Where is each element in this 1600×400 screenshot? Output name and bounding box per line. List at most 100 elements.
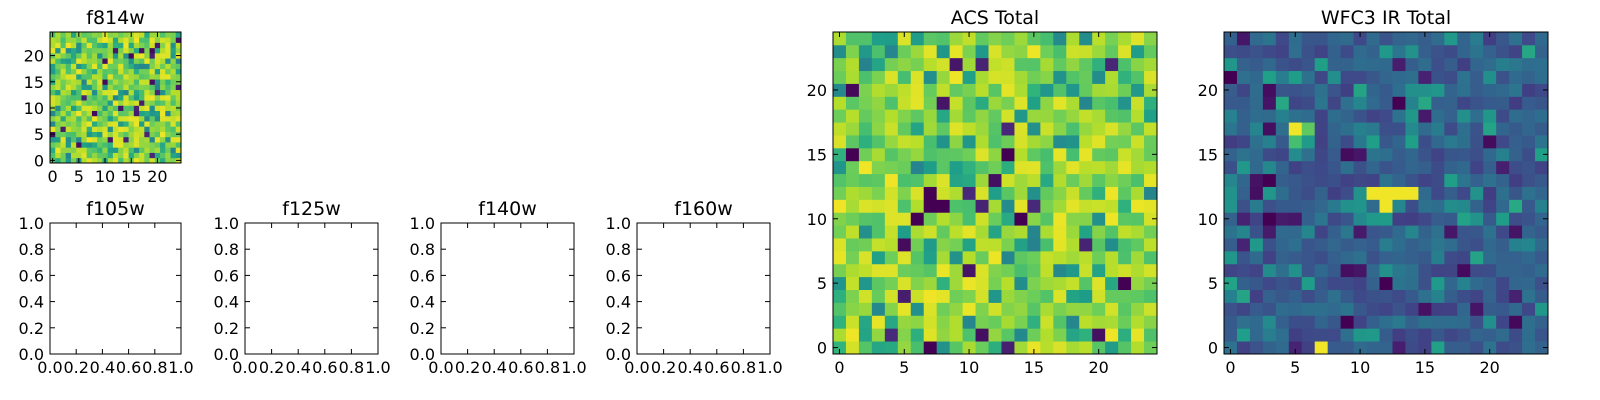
heatmap-cell (936, 199, 951, 213)
heatmap-cell (112, 110, 119, 117)
heatmap-cell (139, 42, 145, 49)
heatmap-cell (1014, 44, 1028, 59)
heatmap-cell (65, 142, 72, 148)
heatmap-cell (1066, 238, 1080, 252)
heatmap-cell (154, 136, 161, 143)
heatmap-cell (1001, 250, 1015, 265)
heatmap-cell (91, 58, 98, 64)
heatmap-cell (936, 96, 951, 110)
heatmap-cell (1105, 212, 1119, 226)
heatmap-cell (170, 157, 177, 164)
heatmap-cell (1470, 263, 1484, 278)
heatmap-cell (1105, 32, 1119, 46)
heatmap-cell (975, 328, 989, 342)
heatmap-cell (1040, 135, 1054, 149)
heatmap-cell (55, 115, 61, 122)
heatmap-cell (175, 126, 182, 132)
heatmap-cell (845, 83, 860, 97)
heatmap-cell (1053, 341, 1067, 355)
heatmap-cell (149, 136, 156, 143)
heatmap-cell (118, 136, 124, 143)
heatmap-cell (1327, 83, 1342, 97)
y-tick-label: 20 (24, 47, 44, 66)
heatmap-cell (1535, 109, 1549, 123)
heatmap-cell (962, 276, 976, 290)
heatmap-cell (1301, 160, 1316, 175)
heatmap-cell (1496, 186, 1510, 200)
heatmap-cell (112, 79, 119, 85)
heatmap-cell (1131, 70, 1145, 84)
heatmap-cell (1262, 44, 1277, 59)
heatmap-cell (1105, 225, 1119, 239)
heatmap-cell (1444, 83, 1458, 97)
heatmap-cell (1001, 109, 1015, 123)
heatmap-cell (1001, 328, 1015, 342)
heatmap-cell (897, 83, 912, 97)
heatmap-cell (97, 63, 103, 70)
heatmap-cell (60, 58, 67, 64)
heatmap-cell (988, 70, 1002, 84)
heatmap-cell (160, 89, 166, 96)
heatmap-cell (60, 63, 67, 70)
heatmap-cell (962, 109, 976, 123)
heatmap-cell (170, 73, 177, 80)
heatmap-cell (1027, 289, 1041, 303)
heatmap-cell (1040, 238, 1054, 252)
heatmap-cell (1066, 32, 1080, 46)
heatmap-cell (1131, 160, 1145, 175)
heatmap-cell (1144, 328, 1158, 342)
heatmap-cell (884, 302, 899, 316)
heatmap-cell (1431, 160, 1445, 175)
heatmap-cell (988, 96, 1002, 110)
heatmap-cell (81, 121, 88, 127)
heatmap-cell (1431, 250, 1445, 265)
heatmap-cell (1236, 57, 1251, 72)
heatmap-cell (1236, 302, 1251, 316)
heatmap-cell (149, 94, 156, 101)
heatmap-cell (884, 96, 899, 110)
heatmap-cell (949, 57, 963, 72)
heatmap-cell (91, 110, 98, 117)
heatmap-cell (1249, 147, 1264, 162)
heatmap-cell (962, 328, 976, 342)
heatmap-cell (76, 131, 82, 138)
heatmap-cell (1224, 238, 1238, 252)
heatmap-cell (1131, 135, 1145, 149)
heatmap-cell (1014, 70, 1028, 84)
heatmap-cell (897, 315, 912, 329)
heatmap-cell (936, 83, 951, 97)
heatmap-cell (910, 276, 925, 290)
heatmap-cell (60, 52, 67, 59)
heatmap-cell (1027, 238, 1041, 252)
heatmap-cell (1483, 160, 1497, 175)
heatmap-cell (1522, 238, 1536, 252)
heatmap-cell (1431, 44, 1445, 59)
heatmap-cell (871, 147, 886, 162)
heatmap-cell (1535, 186, 1549, 200)
heatmap-cell (988, 315, 1002, 329)
heatmap-cell (1483, 32, 1497, 46)
heatmap-cell (975, 250, 989, 265)
heatmap-cell (858, 57, 873, 72)
heatmap-cell (1509, 135, 1523, 149)
heatmap-cell (858, 135, 873, 149)
heatmap-cell (949, 302, 963, 316)
heatmap-cell (1224, 199, 1238, 213)
heatmap-cell (1131, 186, 1145, 200)
heatmap-cell (1509, 341, 1523, 355)
heatmap-cell (884, 186, 899, 200)
heatmap-cell (1431, 32, 1445, 46)
x-tick-label: 0.4 (481, 358, 506, 377)
heatmap-cell (1509, 70, 1523, 84)
heatmap-cell (1405, 302, 1419, 316)
heatmap-cell (1131, 302, 1145, 316)
heatmap-cell (1014, 96, 1028, 110)
heatmap-cell (858, 225, 873, 239)
heatmap-cell (1288, 173, 1303, 187)
heatmap-cell (55, 32, 61, 38)
heatmap-cell (1366, 83, 1380, 97)
y-tick-label: 0.6 (606, 266, 631, 285)
heatmap-cell (123, 121, 129, 127)
heatmap-cell (1053, 44, 1067, 59)
